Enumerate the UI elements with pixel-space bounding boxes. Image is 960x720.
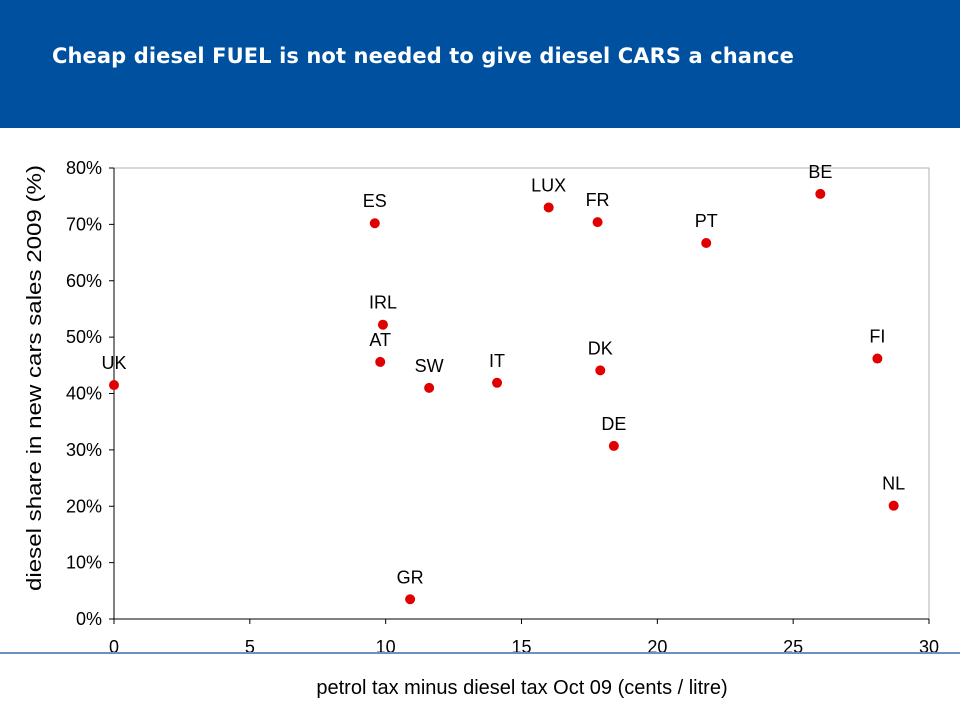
data-point-fi — [872, 353, 883, 364]
y-axis-label: diesel share in new cars sales 2009 (%) — [24, 165, 46, 591]
y-tick-label: 80% — [66, 158, 102, 178]
x-tick-label: 10 — [376, 637, 396, 657]
y-tick-label: 60% — [66, 271, 102, 291]
x-axis-label: petrol tax minus diesel tax Oct 09 (cent… — [316, 677, 727, 699]
data-point-de — [608, 440, 619, 451]
data-points: UK ES IRL AT GR SW IT LUX FR DK DE PT BE FI NL — [101, 162, 905, 605]
data-point-irl — [377, 319, 388, 330]
y-axis-ticks: 0% 10% 20% 30% 40% 50% 60% 70% 80% — [66, 158, 114, 629]
data-label-nl: NL — [882, 474, 905, 494]
x-tick-label: 15 — [511, 637, 531, 657]
data-label-uk: UK — [101, 353, 126, 373]
data-label-fi: FI — [869, 327, 885, 347]
data-point-sw — [424, 382, 435, 393]
data-point-nl — [888, 500, 899, 511]
data-point-gr — [405, 594, 416, 605]
data-point-es — [369, 218, 380, 229]
data-label-sw: SW — [415, 356, 444, 376]
data-label-be: BE — [808, 162, 832, 182]
y-tick-label: 10% — [66, 553, 102, 573]
footer-divider — [0, 652, 960, 654]
y-tick-label: 50% — [66, 327, 102, 347]
x-tick-label: 20 — [647, 637, 667, 657]
plot-area — [113, 167, 930, 620]
data-point-be — [815, 188, 826, 199]
data-label-dk: DK — [588, 338, 613, 358]
y-tick-label: 40% — [66, 384, 102, 404]
data-point-uk — [109, 380, 119, 391]
x-tick-label: 5 — [245, 637, 255, 657]
x-tick-label: 0 — [109, 637, 119, 657]
data-label-irl: IRL — [369, 293, 397, 313]
data-label-fr: FR — [586, 190, 610, 210]
data-point-at — [375, 356, 386, 367]
data-point-lux — [543, 202, 554, 213]
data-label-de: DE — [601, 414, 626, 434]
data-point-dk — [595, 365, 606, 376]
data-label-it: IT — [489, 351, 505, 371]
data-point-pt — [701, 237, 712, 248]
data-point-it — [492, 377, 503, 388]
data-label-pt: PT — [695, 211, 718, 231]
y-tick-label: 0% — [76, 609, 102, 629]
y-tick-label: 30% — [66, 440, 102, 460]
y-tick-label: 20% — [66, 496, 102, 516]
data-point-fr — [592, 217, 603, 228]
data-label-es: ES — [363, 191, 387, 211]
data-label-at: AT — [369, 330, 391, 350]
x-tick-label: 30 — [919, 637, 939, 657]
y-tick-label: 70% — [66, 214, 102, 234]
x-tick-label: 25 — [783, 637, 803, 657]
data-label-lux: LUX — [531, 175, 566, 195]
slide-title: Cheap diesel FUEL is not needed to give … — [52, 44, 795, 68]
slide-header-bar — [0, 0, 960, 128]
data-label-gr: GR — [397, 567, 424, 587]
